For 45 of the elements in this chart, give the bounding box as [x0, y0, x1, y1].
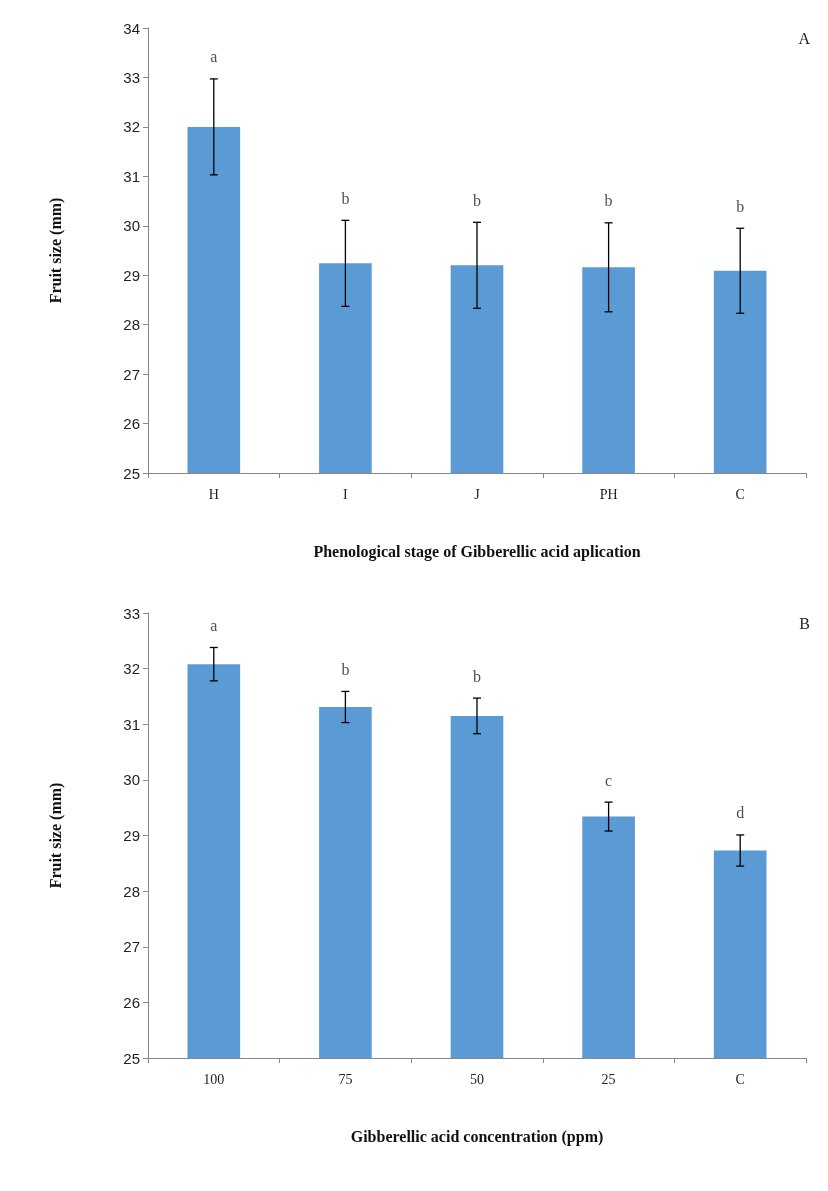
y-tick-label: 27: [123, 938, 140, 956]
x-tick-label: I: [343, 486, 349, 502]
y-axis-title: Fruit size (mm): [46, 197, 65, 304]
annotation: b: [736, 197, 745, 215]
y-tick-label: 28: [123, 882, 140, 900]
x-axis-title: Gibberellic acid concentration (ppm): [350, 1127, 604, 1146]
y-tick-label: 26: [123, 993, 140, 1011]
y-tick-label: 31: [123, 715, 140, 733]
annotation: A: [798, 29, 811, 47]
x-tick-label: H: [208, 486, 219, 502]
x-tick-label: PH: [599, 486, 618, 502]
x-tick-label: 75: [338, 1071, 353, 1087]
y-tick-label: 25: [123, 1049, 140, 1067]
x-tick-label: 100: [203, 1071, 225, 1087]
x-axis-title: Phenological stage of Gibberellic acid aplication: [313, 542, 641, 561]
y-tick-label: 33: [123, 68, 140, 86]
y-tick-label: 34: [123, 19, 140, 37]
annotation: a: [210, 48, 218, 66]
y-tick-label: 30: [123, 217, 140, 235]
y-tick-label: 29: [123, 827, 140, 844]
annotation: b: [341, 660, 350, 678]
y-tick-label: 33: [123, 604, 140, 622]
y-tick-label: 28: [123, 316, 140, 334]
y-tick-label: 27: [123, 365, 140, 383]
annotation: b: [604, 192, 613, 210]
x-tick-label: 50: [470, 1071, 484, 1087]
annotation: b: [473, 667, 481, 685]
annotation: d: [736, 804, 745, 822]
annotation: B: [799, 614, 810, 632]
x-tick-label: 25: [601, 1071, 616, 1087]
y-tick-label: 25: [123, 464, 140, 482]
y-tick-label: 32: [123, 118, 140, 136]
annotation: b: [473, 191, 481, 209]
y-tick-label: 31: [123, 167, 140, 185]
y-axis-title: Fruit size (mm): [46, 782, 65, 889]
x-tick-label: C: [735, 486, 745, 502]
x-tick-label: J: [474, 486, 481, 502]
annotation: b: [341, 189, 350, 207]
y-tick-label: 30: [123, 771, 140, 789]
annotation: a: [210, 616, 218, 634]
y-tick-label: 32: [123, 660, 140, 678]
y-tick-label: 29: [123, 266, 140, 284]
y-tick-label: 26: [123, 415, 140, 433]
x-tick-label: C: [735, 1071, 745, 1087]
annotation: c: [605, 771, 613, 789]
